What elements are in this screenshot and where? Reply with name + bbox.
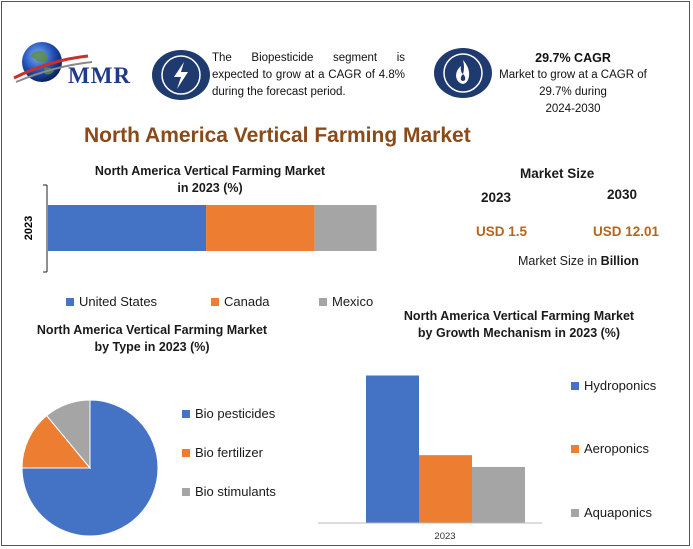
market-size-unit-bold: Billion: [600, 254, 639, 268]
x-tick-label: 2023: [434, 531, 455, 542]
market-size-year-start: 2023: [481, 190, 512, 205]
legend-swatch: [319, 297, 327, 306]
country-chart-title-line2: in 2023 (%): [177, 181, 243, 195]
flame-icon: [443, 53, 483, 93]
legend-item-canada: Canada: [211, 294, 319, 309]
lightning-icon: [161, 55, 201, 95]
market-size-unit-prefix: Market Size in: [518, 254, 601, 268]
y-tick-label: 2023: [23, 216, 35, 240]
bar-aquaponics: [472, 466, 525, 523]
pie-slice-bio-pesticides: [21, 399, 159, 537]
legend-label: Hydroponics: [584, 378, 657, 393]
pie-slice-bio-stimulants: [45, 399, 91, 470]
legend-item-bio-fertilizer: Bio fertilizer: [182, 445, 276, 484]
legend-swatch: [182, 488, 190, 496]
type-legend: Bio pesticides Bio fertilizer Bio stimul…: [182, 406, 276, 523]
legend-label: Canada: [224, 294, 270, 309]
bar-hydroponics: [366, 375, 419, 523]
market-size-title: Market Size: [520, 166, 595, 181]
legend-label: United States: [79, 294, 158, 309]
cagr-line3: 2024-2030: [545, 103, 601, 115]
bar-mexico: [314, 205, 377, 251]
market-size-unit: Market Size in Billion: [518, 254, 639, 268]
cagr-line2: 29.7% during: [539, 86, 607, 98]
mechanism-chart-title: North America Vertical Farming Market by…: [380, 308, 658, 342]
mechanism-chart-title-line2: by Growth Mechanism in 2023 (%): [417, 326, 621, 340]
mechanism-bar-chart: 2023: [318, 375, 542, 542]
legend-label: Aeroponics: [584, 441, 650, 456]
bar-aeroponics: [419, 455, 472, 523]
legend-label: Bio fertilizer: [195, 445, 263, 460]
legend-swatch: [66, 297, 74, 306]
type-pie-chart: [21, 399, 159, 537]
cagr-note: 29.7% CAGR Market to grow at a CAGR of 2…: [492, 50, 654, 118]
legend-item-bio-pesticides: Bio pesticides: [182, 406, 276, 445]
mmr-logo: MMR: [10, 38, 138, 94]
legend-swatch: [211, 297, 219, 306]
country-bar-chart: 2023: [23, 184, 377, 273]
pie-slice-bio-fertilizer: [21, 414, 92, 469]
legend-swatch: [571, 444, 579, 453]
legend-item-aeroponics: Aeroponics: [571, 441, 649, 456]
country-chart-title: North America Vertical Farming Market in…: [60, 163, 360, 197]
legend-swatch: [571, 508, 579, 517]
logo-text: MMR: [68, 63, 132, 88]
legend-swatch: [571, 381, 579, 390]
flame-badge: [434, 48, 492, 98]
legend-label: Bio stimulants: [195, 484, 276, 499]
country-legend: United States Canada Mexico: [66, 294, 373, 309]
market-size-value-start: USD 1.5: [476, 224, 528, 239]
legend-label: Aquaponics: [584, 505, 652, 520]
legend-label: Bio pesticides: [195, 406, 276, 421]
legend-item-united-states: United States: [66, 294, 211, 309]
market-size-year-end: 2030: [607, 187, 638, 202]
cagr-title: 29.7% CAGR: [535, 51, 611, 65]
mechanism-chart-title-line1: North America Vertical Farming Market: [403, 309, 635, 323]
legend-item-aquaponics: Aquaponics: [571, 505, 652, 520]
biopesticide-note: The Biopesticide segment is expected to …: [212, 52, 405, 98]
market-size-value-end: USD 12.01: [593, 224, 660, 239]
bar-united-states: [48, 205, 207, 251]
bar-canada: [206, 205, 315, 251]
type-chart-title: North America Vertical Farming Market by…: [22, 322, 282, 356]
lightning-badge: [152, 50, 210, 100]
legend-swatch: [182, 449, 190, 457]
legend-label: Mexico: [332, 294, 374, 309]
type-chart-title-line2: by Type in 2023 (%): [94, 340, 210, 354]
legend-item-mexico: Mexico: [319, 294, 373, 309]
main-title: North America Vertical Farming Market: [84, 124, 471, 147]
legend-item-hydroponics: Hydroponics: [571, 378, 656, 393]
legend-swatch: [182, 410, 190, 418]
legend-item-bio-stimulants: Bio stimulants: [182, 484, 276, 523]
cagr-line1: Market to grow at a CAGR of: [499, 69, 647, 81]
globe-icon: [13, 42, 93, 83]
type-chart-title-line1: North America Vertical Farming Market: [36, 323, 268, 337]
country-chart-title-line1: North America Vertical Farming Market: [94, 164, 326, 178]
